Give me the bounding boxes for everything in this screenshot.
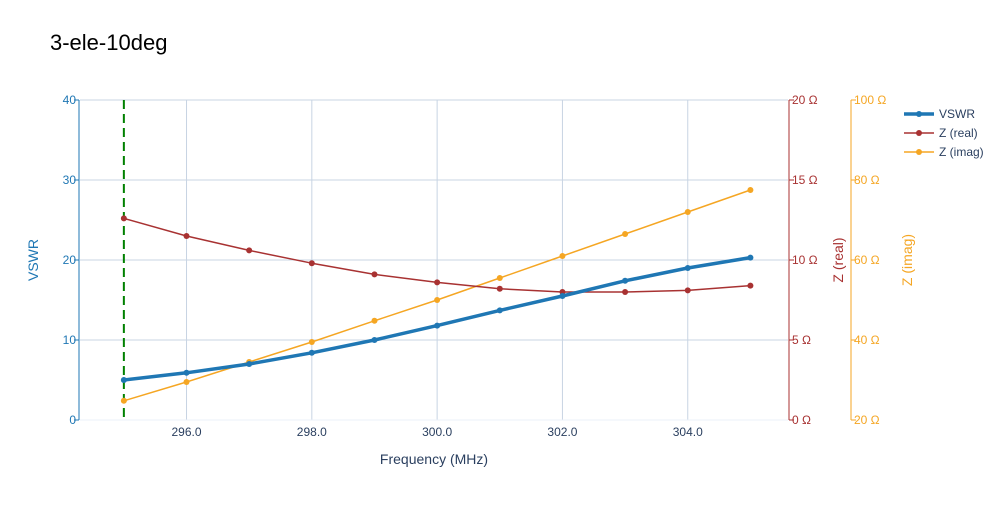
legend-label: VSWR [939, 107, 975, 121]
y3-tick-label: 20 Ω [854, 413, 880, 427]
data-point-vswr [183, 369, 190, 376]
legend-marker [916, 149, 922, 155]
series-layer [120, 100, 754, 420]
data-point-zreal [747, 282, 754, 289]
data-point-zreal [246, 247, 253, 254]
y1-axis-title: VSWR [25, 239, 41, 281]
y1-tick-label: 20 [63, 253, 77, 267]
y1-tick-label: 0 [69, 413, 76, 427]
axes-layer: 296.0 298.0 300.0 302.0 304.0 0 10 20 30 40 VSWR 0 … [25, 93, 915, 439]
legend[interactable]: VSWR Z (real) Z (imag) [904, 107, 984, 159]
y1-tick-label: 10 [63, 333, 77, 347]
data-point-vswr [434, 322, 441, 329]
y2-tick-label: 5 Ω [792, 333, 811, 347]
y2-tick-label: 15 Ω [792, 173, 818, 187]
x-tick-label: 302.0 [547, 425, 577, 439]
data-point-vswr [120, 377, 127, 383]
data-point-zimag [371, 317, 378, 324]
y2-tick-label: 0 Ω [792, 413, 811, 427]
data-point-vswr [496, 307, 503, 314]
chart-title: 3-ele-10deg [50, 30, 167, 55]
data-point-zreal [183, 233, 190, 239]
legend-item[interactable]: Z (imag) [904, 145, 984, 159]
data-point-vswr [371, 337, 378, 343]
y3-tick-label: 80 Ω [854, 173, 880, 187]
data-point-zimag [496, 275, 503, 281]
x-axis-title: Frequency (MHz) [380, 451, 488, 467]
data-point-vswr [684, 265, 691, 271]
data-point-vswr [622, 277, 629, 284]
data-point-zreal [308, 260, 315, 267]
data-point-zreal [371, 271, 378, 278]
data-point-zreal [622, 289, 629, 295]
legend-item[interactable]: VSWR [904, 107, 975, 121]
data-point-zimag [183, 379, 190, 385]
y3-tick-label: 60 Ω [854, 253, 880, 267]
data-point-zreal [684, 287, 691, 294]
y3-tick-label: 100 Ω [854, 93, 886, 107]
legend-item[interactable]: Z (real) [904, 126, 978, 140]
data-point-zimag [622, 231, 629, 237]
data-point-zimag [308, 339, 315, 345]
y3-tick-label: 40 Ω [854, 333, 880, 347]
legend-marker [916, 130, 922, 136]
legend-label: Z (real) [939, 126, 978, 140]
y2-tick-label: 10 Ω [792, 253, 818, 267]
legend-label: Z (imag) [939, 145, 984, 159]
data-point-zreal [496, 285, 503, 292]
data-point-vswr [308, 349, 315, 356]
x-tick-label: 304.0 [673, 425, 703, 439]
y2-axis-title: Z (real) [830, 237, 846, 282]
y2-tick-label: 20 Ω [792, 93, 818, 107]
y3-axis-title: Z (imag) [899, 234, 915, 286]
x-tick-label: 298.0 [297, 425, 327, 439]
data-point-zimag [434, 297, 441, 303]
data-point-zimag [684, 209, 691, 215]
data-point-vswr [559, 293, 566, 299]
y1-tick-label: 40 [63, 93, 77, 107]
x-tick-label: 296.0 [171, 425, 201, 439]
data-point-vswr [246, 361, 253, 367]
legend-marker [916, 111, 922, 117]
y1-tick-label: 30 [63, 173, 77, 187]
data-point-zimag [120, 397, 127, 404]
data-point-zreal [434, 279, 441, 286]
data-point-zimag [559, 253, 566, 259]
data-point-zimag [747, 187, 754, 193]
data-point-vswr [747, 254, 754, 261]
grid-layer [80, 99, 788, 420]
data-point-zreal [120, 215, 127, 222]
x-tick-label: 300.0 [422, 425, 452, 439]
